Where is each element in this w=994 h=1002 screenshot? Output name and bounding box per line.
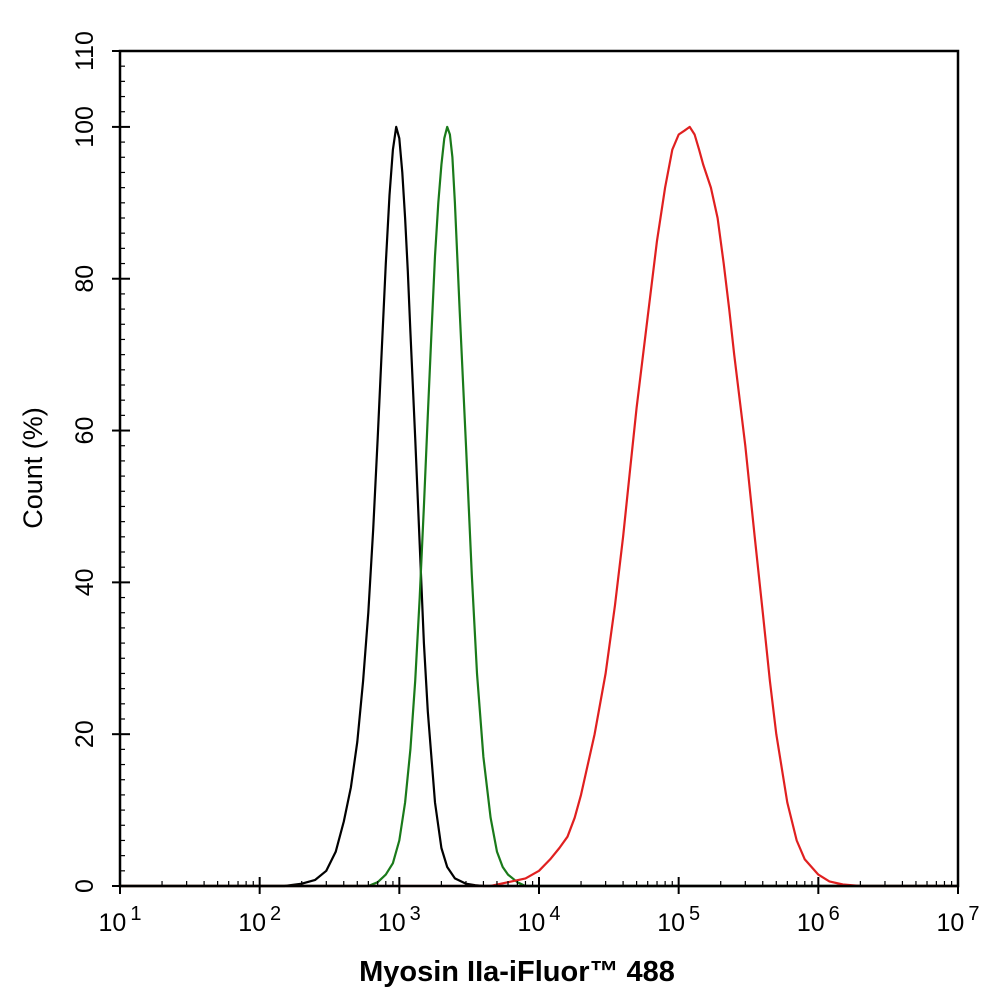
x-axis-ticks: 10 1 10 2 10 3 10 4 10 5 10 6 10 7 bbox=[99, 877, 980, 937]
x-tick-label: 10 7 bbox=[937, 903, 980, 937]
x-tick-label: 10 5 bbox=[657, 903, 700, 937]
plot-frame bbox=[118, 49, 960, 888]
y-axis-ticks: 0 20 40 60 80 100 110 bbox=[71, 31, 130, 893]
x-axis-title: Myosin IIa-iFluor™ 488 bbox=[359, 956, 675, 988]
y-tick-label: 40 bbox=[71, 568, 99, 596]
y-tick-label: 60 bbox=[71, 417, 99, 445]
x-tick-label: 10 4 bbox=[518, 903, 561, 937]
y-tick-label: 80 bbox=[71, 265, 99, 293]
y-tick-label: 100 bbox=[71, 106, 99, 148]
series-1-line bbox=[120, 125, 958, 888]
x-tick-label: 10 6 bbox=[797, 903, 840, 937]
y-tick-label: 20 bbox=[71, 720, 99, 748]
series-3-line bbox=[120, 125, 958, 888]
x-tick-label: 10 2 bbox=[238, 903, 281, 937]
y-tick-label: 110 bbox=[71, 31, 99, 71]
x-tick-label: 10 1 bbox=[99, 903, 142, 937]
series-curves bbox=[120, 125, 958, 888]
y-axis-title: Count (%) bbox=[18, 407, 48, 529]
series-2-line bbox=[120, 125, 958, 888]
x-tick-label: 10 3 bbox=[378, 903, 421, 937]
y-tick-label: 0 bbox=[71, 879, 99, 893]
